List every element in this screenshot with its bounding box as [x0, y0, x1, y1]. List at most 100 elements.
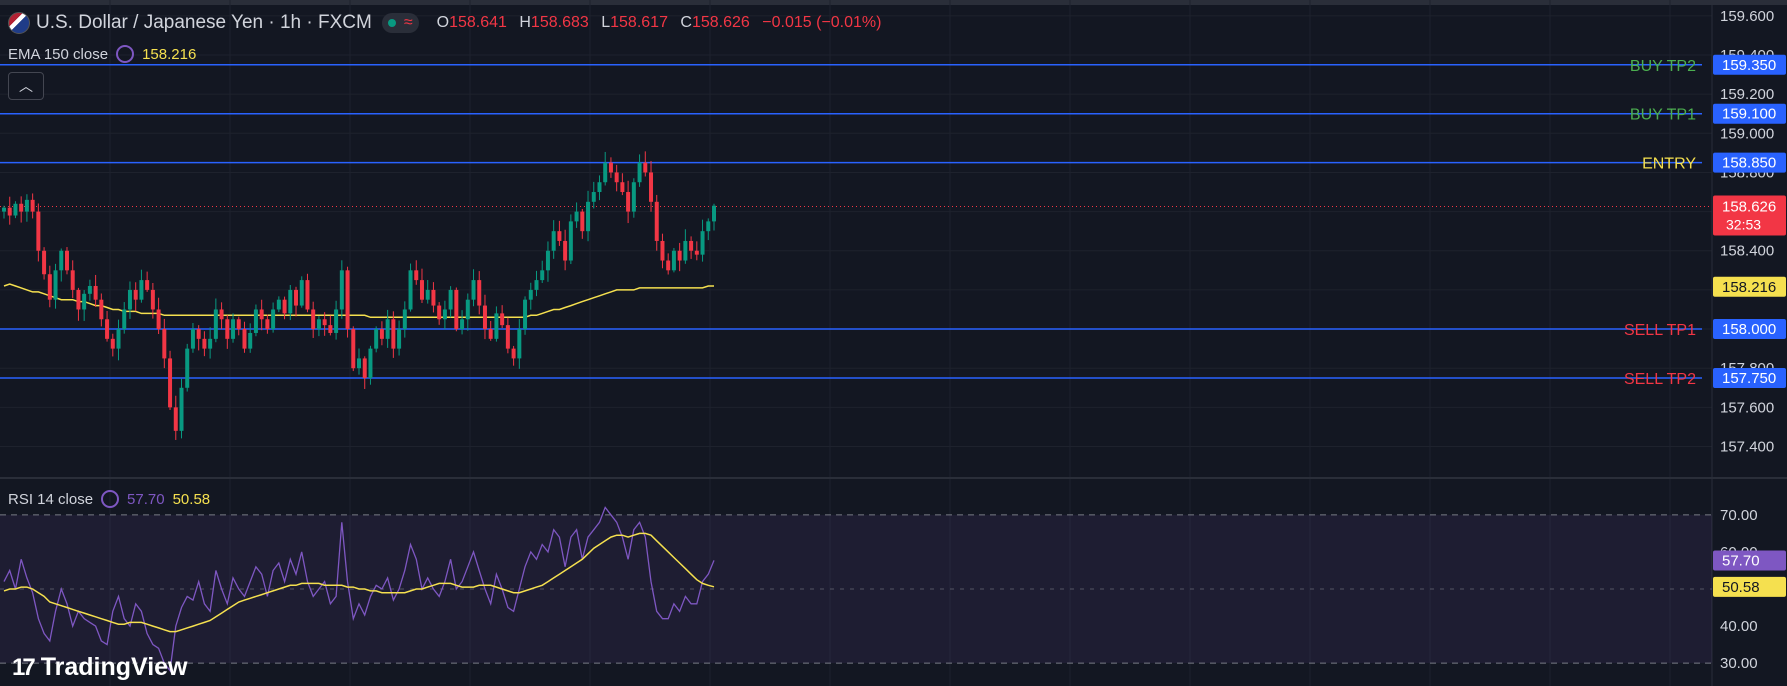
close-value: 158.626 — [691, 14, 750, 31]
candle-body — [517, 329, 522, 359]
price-tick-label: 158.400 — [1720, 243, 1774, 260]
candle-body — [196, 329, 201, 339]
candle-body — [99, 299, 104, 320]
price-axis[interactable]: 159.600159.400159.200159.000158.800158.6… — [1720, 8, 1774, 672]
candle-body — [265, 319, 270, 330]
candle-body — [36, 211, 41, 251]
tradingview-logo[interactable]: 17 TradingView — [12, 653, 188, 682]
level-tag-bg — [1713, 103, 1786, 124]
change-value: −0.015 (−0.01%) — [762, 14, 882, 31]
candle-body — [671, 250, 676, 271]
low-label: L — [601, 14, 611, 31]
status-badges[interactable]: ≈ — [381, 13, 419, 33]
candle-body — [465, 299, 470, 320]
rsi-value: 57.70 — [127, 490, 165, 508]
rsi-tick-label: 70.00 — [1720, 507, 1758, 524]
candle-body — [76, 289, 81, 310]
candle-body — [190, 329, 195, 349]
candle-body — [460, 319, 465, 330]
candle-body — [30, 199, 35, 212]
symbol-header[interactable]: U.S. Dollar / Japanese Yen · 1h · FXCM ≈… — [8, 12, 881, 34]
level-label: BUY TP2 — [1630, 58, 1696, 75]
candle-body — [706, 221, 711, 232]
candle-body — [299, 280, 304, 306]
level-label: BUY TP1 — [1630, 107, 1696, 124]
level-tag-bg — [1713, 319, 1786, 340]
candle-body — [649, 172, 654, 202]
rsi-tick-label: 30.00 — [1720, 655, 1758, 672]
rsi-tag-bg — [1713, 550, 1786, 571]
rsi-ma-tag: 50.58 — [1722, 579, 1760, 596]
candle-body — [213, 309, 218, 339]
candle-body — [643, 162, 648, 173]
usd-jpy-flag-icon — [8, 12, 30, 34]
candle-body — [500, 313, 505, 326]
axis-tags: 159.350 159.100 158.850 158.000 157.750 158.6… — [1713, 54, 1786, 597]
level-tag: 158.000 — [1722, 321, 1776, 338]
candle-body — [540, 270, 545, 281]
trade-levels: BUY TP2 BUY TP1 ENTRY SELL TP1 SELL TP2 — [0, 58, 1712, 388]
collapse-legend-button[interactable]: ︿ — [8, 72, 44, 100]
rsi-legend[interactable]: RSI 14 close 57.70 50.58 — [8, 490, 210, 508]
candle-body — [225, 319, 230, 339]
tradingview-logo-icon: 17 — [12, 653, 36, 681]
market-open-icon — [387, 19, 396, 27]
candle-body — [712, 205, 716, 222]
candle-body — [179, 387, 184, 431]
high-label: H — [519, 14, 531, 31]
ema-tag: 158.216 — [1722, 279, 1776, 296]
candle-body — [242, 329, 247, 349]
candle-body — [586, 201, 591, 232]
candle-body — [339, 270, 344, 310]
candle-body — [482, 305, 487, 330]
candle-body — [19, 203, 24, 212]
candle-body — [156, 309, 161, 330]
candle-body — [64, 250, 69, 271]
candle-body — [168, 358, 173, 408]
candle-body — [322, 319, 327, 326]
candle-body — [414, 270, 419, 281]
candle-body — [666, 260, 671, 271]
rsi-ma-line — [3, 532, 715, 633]
indicator-loading-icon — [116, 45, 135, 63]
level-tag-bg — [1713, 152, 1786, 173]
candle-body — [70, 270, 75, 290]
high-value: 158.683 — [530, 14, 589, 31]
level-label: SELL TP2 — [1624, 371, 1696, 388]
candle-body — [700, 231, 705, 255]
candle-body — [185, 348, 190, 388]
candle-body — [391, 319, 396, 349]
candle-body — [368, 348, 373, 378]
symbol-title[interactable]: U.S. Dollar / Japanese Yen · 1h · FXCM — [36, 12, 372, 33]
candle-body — [53, 270, 58, 300]
candle-body — [511, 348, 516, 359]
price-tick-label: 157.600 — [1720, 399, 1774, 416]
ohlc-readout: O158.641 H158.683 L158.617 C158.626 −0.0… — [429, 14, 882, 32]
candle-body — [568, 221, 573, 261]
candle-body — [580, 211, 585, 232]
candle-body — [402, 309, 407, 330]
candle-body — [345, 270, 350, 330]
rsi-ma-tag-bg — [1713, 576, 1786, 597]
candle-body — [59, 250, 64, 271]
candle-body — [523, 299, 528, 330]
candle-body — [620, 182, 625, 193]
price-tick-label: 159.600 — [1720, 8, 1774, 25]
candle-body — [282, 299, 287, 314]
candle-body — [419, 280, 424, 300]
ema-legend[interactable]: EMA 150 close 158.216 — [8, 45, 196, 63]
candle-body — [448, 289, 453, 310]
price-tick-label: 159.000 — [1720, 125, 1774, 142]
rsi-tag: 57.70 — [1722, 552, 1760, 569]
candle-body — [219, 309, 224, 320]
candle-body — [408, 270, 413, 310]
rsi-label: RSI 14 close — [8, 490, 94, 508]
open-value: 158.641 — [449, 14, 507, 31]
candle-body — [362, 358, 367, 378]
candle-body — [259, 309, 264, 320]
ema-tag-bg — [1713, 276, 1786, 297]
candle-body — [2, 207, 6, 212]
candle-body — [471, 280, 476, 300]
candle-body — [631, 182, 636, 212]
